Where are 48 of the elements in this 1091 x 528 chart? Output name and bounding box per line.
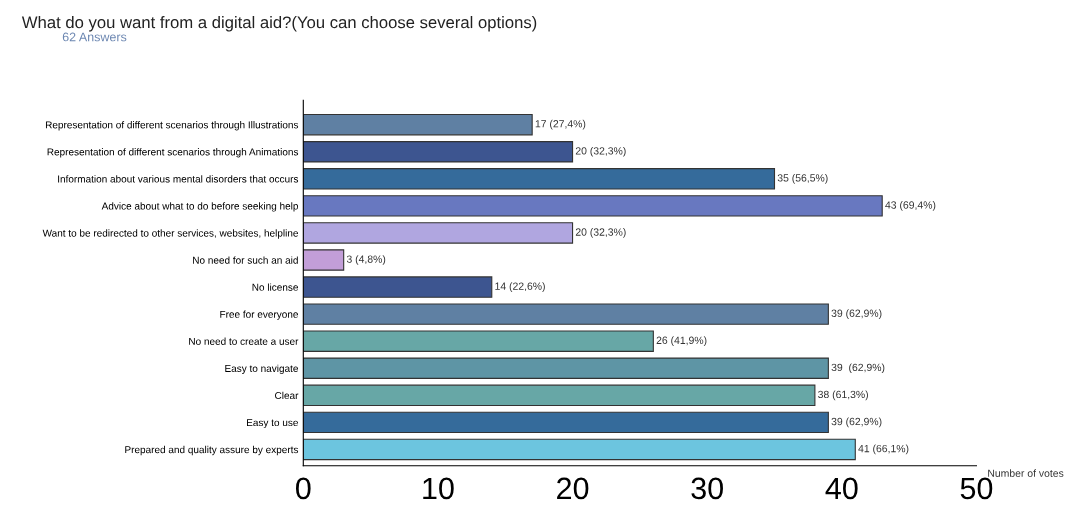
y-tick-label: Free for everyone xyxy=(220,310,298,320)
data-label: 35 (56,5%) xyxy=(777,173,828,184)
x-tick-label: 20 xyxy=(557,477,589,500)
bar xyxy=(303,357,829,379)
x-axis-title: Number of votes xyxy=(988,469,1064,477)
x-tick-label: 50 xyxy=(960,477,993,500)
data-label: 39 (62,9%) xyxy=(831,363,885,374)
bar xyxy=(303,330,654,352)
y-tick-label: No need to create a user xyxy=(189,337,299,345)
y-tick-label: Prepared and quality assure by experts xyxy=(125,445,299,456)
chart-title: What do you want from a digital aid?(You can choose several options) xyxy=(21,15,537,32)
data-label: 17 (27,4%) xyxy=(535,119,586,130)
x-tick-label: 0 xyxy=(296,477,311,500)
y-tick-label: No license xyxy=(252,283,298,291)
bar xyxy=(303,168,776,190)
data-label: 20 (32,3%) xyxy=(575,228,626,238)
bar xyxy=(303,141,574,163)
bar xyxy=(303,276,493,298)
y-tick-label: Representation of different scenarios through Animations xyxy=(47,148,299,158)
y-tick-label: Easy to use xyxy=(247,419,298,429)
y-tick-label: Information about various mental disorders that occurs xyxy=(58,175,299,183)
x-tick-label: 10 xyxy=(423,477,454,500)
data-label: 39 (62,9%) xyxy=(831,417,882,428)
data-label: 38 (61,3%) xyxy=(818,390,868,401)
y-tick-label: Advice about what to do before seeking help xyxy=(101,202,299,212)
text: 62 Answers xyxy=(62,32,127,42)
y-tick-label: Clear xyxy=(275,391,299,400)
bar xyxy=(303,411,829,434)
y-tick-label: Easy to navigate xyxy=(225,364,298,374)
y-tick-label: No need for such an aid xyxy=(193,256,298,264)
bar xyxy=(303,438,856,461)
data-label: 20 (32,3%) xyxy=(575,146,626,157)
bar xyxy=(303,222,574,244)
y-tick-label: Want to be redirected to other services, websites, helpline xyxy=(42,229,299,239)
bar xyxy=(303,195,883,217)
data-label: 43 (69,4%) xyxy=(885,201,936,211)
x-tick-label: 30 xyxy=(691,477,723,500)
x-tick-label: 40 xyxy=(825,477,858,500)
data-label: 26 (41,9%) xyxy=(656,336,707,347)
data-label: 14 (22,6%) xyxy=(495,282,545,292)
bar xyxy=(303,384,816,407)
y-tick-label: Representation of different scenarios through Illustrations xyxy=(45,121,299,131)
bar xyxy=(303,113,533,136)
data-label: 39 (62,9%) xyxy=(831,309,882,319)
data-label: 41 (66,1%) xyxy=(858,444,909,455)
bar xyxy=(303,249,345,271)
bar xyxy=(303,303,829,325)
data-label: 3 (4,8%) xyxy=(346,255,386,265)
